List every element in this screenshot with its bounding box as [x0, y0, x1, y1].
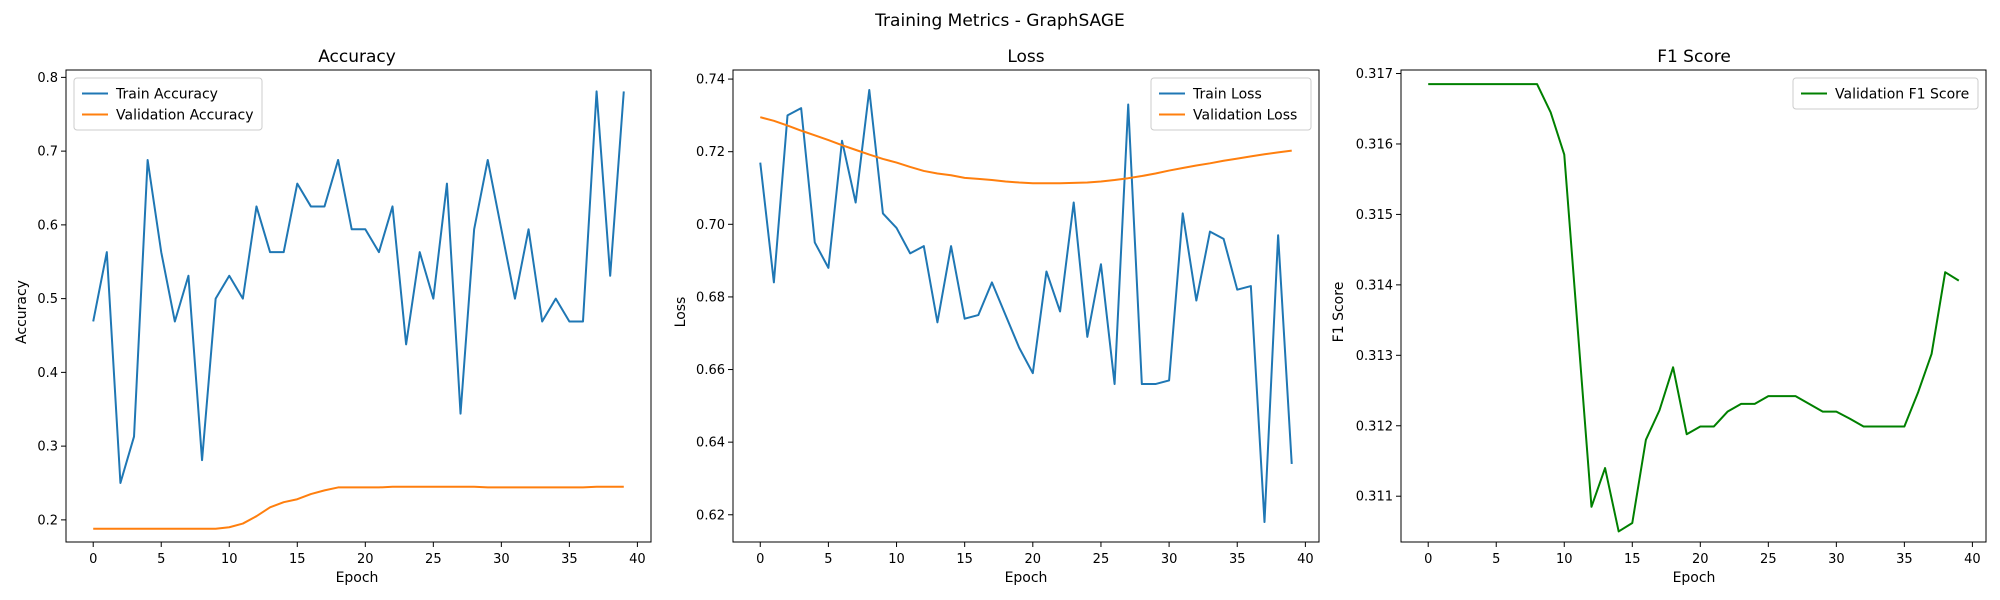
accuracy-y-tick-label: 0.8: [37, 71, 58, 86]
accuracy-legend-label: Validation Accuracy: [116, 108, 254, 124]
f1-xlabel: Epoch: [1673, 570, 1716, 586]
f1-y-tick-label: 0.316: [1356, 137, 1393, 152]
loss-x-tick-label: 25: [1093, 552, 1110, 567]
f1-x-tick-label: 10: [1556, 552, 1573, 567]
accuracy-x-tick-label: 35: [561, 552, 578, 567]
accuracy-x-tick-label: 5: [157, 552, 165, 567]
accuracy-axes-frame: [65, 69, 652, 543]
accuracy-series-line-1: [92, 90, 625, 484]
accuracy-x-tick-label: 30: [493, 552, 510, 567]
loss-y-tick-label: 0.68: [696, 290, 725, 305]
accuracy-y-tick-label: 0.6: [37, 218, 58, 233]
f1-y-tick-label: 0.312: [1356, 419, 1393, 434]
loss-y-tick-label: 0.74: [696, 73, 725, 88]
loss-series-line-1: [759, 88, 1293, 524]
f1-y-tick-label: 0.317: [1356, 67, 1393, 82]
f1-plot-area: 0 5 10 15 20 25 30 35 40 0.311 0.312 0.313 0.314 0.31…: [1356, 67, 1987, 567]
accuracy-legend-box: [73, 77, 263, 131]
accuracy-legend-label: Train Accuracy: [115, 87, 218, 103]
loss-panel: Loss Epoch Loss 0 5 10 15 20 25 30 35 40 0.62 0.64…: [673, 47, 1320, 586]
accuracy-x-tick-label: 0: [89, 552, 97, 567]
loss-legend-box: [1150, 77, 1312, 131]
loss-axes-frame: [732, 69, 1320, 543]
loss-x-tick-label: 15: [956, 552, 973, 567]
loss-x-tick-label: 10: [888, 552, 905, 567]
accuracy-plot-area: 0 5 10 15 20 25 30 35 40 0.2 0.3 0.4 0.5 0.6 0.7 0.8 Tra…: [37, 69, 652, 567]
f1-title: F1 Score: [1657, 47, 1731, 67]
loss-x-tick-label: 30: [1161, 552, 1178, 567]
loss-y-tick-label: 0.70: [696, 218, 725, 233]
accuracy-panel: Accuracy Epoch Accuracy 0 5 10 15 20 25 30 35 40…: [14, 47, 652, 586]
accuracy-x-tick-label: 25: [425, 552, 442, 567]
loss-title: Loss: [1007, 47, 1044, 67]
f1-y-tick-label: 0.313: [1356, 349, 1393, 364]
f1-x-tick-label: 40: [1964, 552, 1981, 567]
loss-x-tick-label: 40: [1297, 552, 1314, 567]
f1-y-tick-label: 0.315: [1356, 208, 1393, 223]
f1-legend-box: [1792, 77, 1979, 110]
loss-x-tick-label: 5: [824, 552, 832, 567]
loss-x-tick-label: 0: [756, 552, 764, 567]
f1-legend-label: Validation F1 Score: [1835, 87, 1969, 103]
f1-series-line-1: [1428, 83, 1960, 533]
f1-x-tick-label: 5: [1492, 552, 1500, 567]
accuracy-x-tick-label: 20: [357, 552, 374, 567]
loss-y-tick-label: 0.66: [696, 363, 725, 378]
loss-y-tick-label: 0.72: [696, 145, 725, 160]
loss-x-tick-label: 20: [1025, 552, 1042, 567]
f1-x-tick-label: 35: [1896, 552, 1913, 567]
loss-y-tick-label: 0.62: [696, 508, 725, 523]
f1-x-tick-label: 30: [1828, 552, 1845, 567]
figure-suptitle: Training Metrics - GraphSAGE: [874, 11, 1125, 31]
accuracy-x-tick-label: 10: [221, 552, 238, 567]
f1-x-tick-label: 25: [1760, 552, 1777, 567]
f1-y-tick-label: 0.314: [1356, 278, 1393, 293]
loss-series-line-2: [760, 116, 1292, 185]
accuracy-y-tick-label: 0.2: [37, 513, 58, 528]
accuracy-y-tick-label: 0.4: [37, 366, 58, 381]
f1-y-tick-label: 0.311: [1356, 490, 1393, 505]
f1-legend: Validation F1 Score: [1792, 77, 1979, 110]
accuracy-xlabel: Epoch: [336, 570, 379, 586]
f1-panel: F1 Score Epoch F1 Score 0 5 10 15 20 25 30 35 40…: [1331, 47, 1987, 586]
loss-x-tick-label: 35: [1229, 552, 1246, 567]
accuracy-x-tick-label: 15: [289, 552, 306, 567]
loss-legend: Train Loss Validation Loss: [1150, 77, 1312, 131]
accuracy-title: Accuracy: [318, 47, 396, 67]
loss-ylabel: Loss: [673, 297, 689, 328]
accuracy-series-line-2: [93, 485, 624, 530]
loss-plot-area: 0 5 10 15 20 25 30 35 40 0.62 0.64 0.66 0.68 0.70 0.72…: [696, 69, 1320, 567]
accuracy-x-tick-label: 40: [629, 552, 646, 567]
loss-y-tick-label: 0.64: [696, 436, 725, 451]
accuracy-y-tick-label: 0.5: [37, 292, 58, 307]
loss-legend-label: Train Loss: [1192, 87, 1262, 103]
accuracy-y-tick-label: 0.3: [37, 440, 58, 455]
f1-x-tick-label: 15: [1624, 552, 1641, 567]
accuracy-legend: Train Accuracy Validation Accuracy: [73, 77, 263, 131]
loss-legend-label: Validation Loss: [1193, 108, 1297, 124]
f1-x-tick-label: 20: [1692, 552, 1709, 567]
f1-ylabel: F1 Score: [1331, 282, 1347, 343]
f1-axes-frame: [1400, 69, 1987, 543]
accuracy-y-tick-label: 0.7: [37, 145, 58, 160]
accuracy-ylabel: Accuracy: [14, 280, 30, 344]
f1-x-tick-label: 0: [1424, 552, 1432, 567]
loss-xlabel: Epoch: [1005, 570, 1048, 586]
